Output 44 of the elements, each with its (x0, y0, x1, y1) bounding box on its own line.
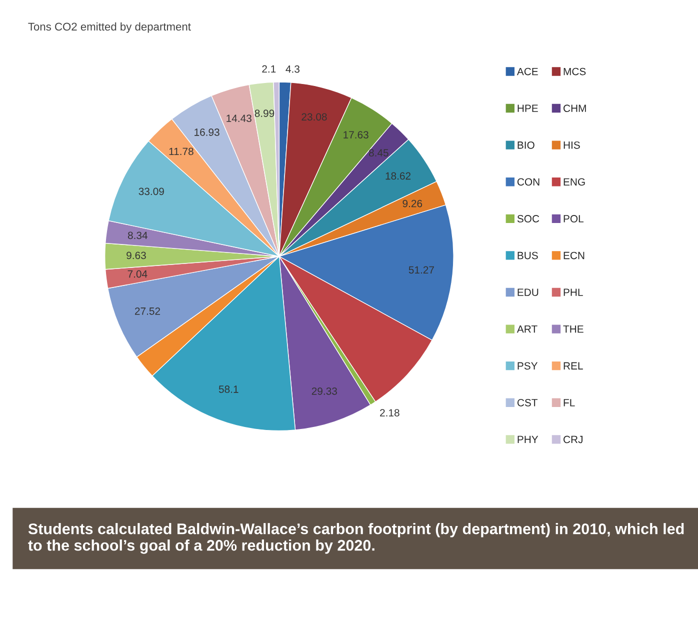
data-label: 7.04 (128, 270, 148, 278)
legend-label: REL (564, 362, 583, 370)
legend-label: BUS (518, 252, 538, 260)
legend-label: SOC (517, 215, 540, 222)
data-label: 14.43 (226, 114, 252, 122)
legend-label: ACE (516, 68, 538, 76)
legend-label: HPE (518, 104, 538, 112)
data-label: 27.52 (134, 307, 160, 315)
legend-label: CHM (564, 104, 586, 112)
legend-label: FL (564, 399, 575, 406)
data-label: 29.33 (312, 387, 337, 395)
data-label: 9.26 (402, 200, 422, 208)
legend-label: PHL (564, 288, 583, 296)
data-label: 9.63 (126, 252, 146, 260)
legend-label: THE (563, 326, 584, 333)
data-label: 8.45 (368, 149, 388, 156)
legend-label: CRJ (564, 436, 582, 444)
legend-label: EDU (518, 288, 538, 296)
legend-label: PSY (518, 362, 538, 370)
legend-label: ECN (564, 252, 584, 260)
legend-label: POL (564, 215, 584, 222)
legend-label: BIO (518, 141, 534, 149)
data-label: 2.1 (262, 65, 276, 73)
data-label: 16.93 (194, 128, 220, 136)
data-label: 2.18 (380, 409, 400, 416)
legend-label: MCS (564, 68, 586, 76)
legend-label: CON (517, 178, 540, 186)
data-label: 18.62 (386, 172, 411, 180)
data-label: 51.27 (408, 266, 434, 274)
data-label: 33.09 (138, 188, 164, 196)
text: Students calculated Baldwin-Wallace’s carbon footprint (by department) in 2010, which led to the school’s goal of a 20% reduction by 2020. (28, 523, 684, 554)
legend-label: ART (516, 326, 538, 333)
data-label: 17.63 (344, 131, 368, 138)
data-label: 4.3 (286, 65, 300, 73)
data-label: 8.34 (128, 232, 148, 240)
data-label: 23.08 (302, 113, 327, 121)
legend-label: HIS (564, 141, 580, 149)
legend-label: CST (517, 398, 538, 406)
legend-label: PHY (518, 436, 538, 444)
data-label: 11.78 (169, 148, 194, 156)
chart-title: Tons CO2 emitted by department (28, 22, 191, 33)
legend-label: ENG (564, 178, 585, 186)
data-label: 8.99 (254, 110, 274, 117)
data-label: 58.1 (218, 386, 238, 393)
